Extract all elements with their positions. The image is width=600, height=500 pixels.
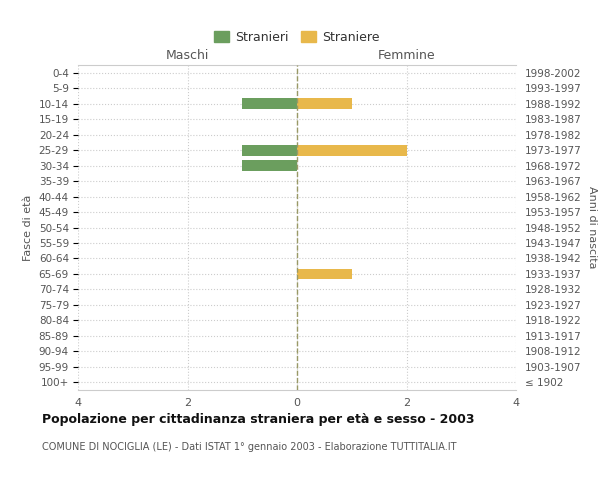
Legend: Stranieri, Straniere: Stranieri, Straniere <box>209 26 385 49</box>
Bar <box>297 268 352 280</box>
Bar <box>242 98 297 109</box>
Text: Maschi: Maschi <box>166 49 209 62</box>
Y-axis label: Fasce di età: Fasce di età <box>23 194 33 260</box>
Bar <box>242 160 297 171</box>
Bar <box>297 144 407 156</box>
Text: Popolazione per cittadinanza straniera per età e sesso - 2003: Popolazione per cittadinanza straniera p… <box>42 412 475 426</box>
Bar <box>297 98 352 109</box>
Text: COMUNE DI NOCIGLIA (LE) - Dati ISTAT 1° gennaio 2003 - Elaborazione TUTTITALIA.I: COMUNE DI NOCIGLIA (LE) - Dati ISTAT 1° … <box>42 442 457 452</box>
Bar <box>242 144 297 156</box>
Y-axis label: Anni di nascita: Anni di nascita <box>587 186 598 269</box>
Text: Femmine: Femmine <box>377 49 436 62</box>
